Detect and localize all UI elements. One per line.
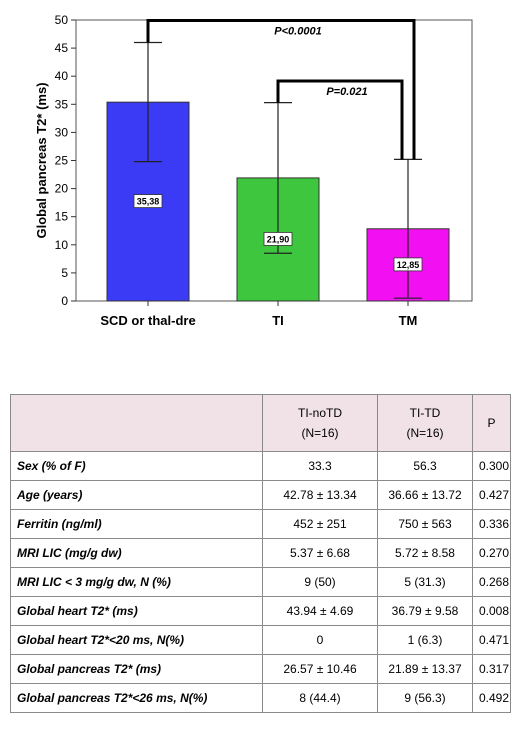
header-ti-td-name: TI-TD <box>409 406 441 420</box>
data-label-2: 21,90 <box>267 234 290 244</box>
header-ti-notd-n: (N=16) <box>301 426 339 440</box>
table-row: Global pancreas T2* (ms) 26.57 ± 10.46 21.… <box>10 654 511 684</box>
y-tick-label: 40 <box>55 69 69 83</box>
cell-ti-td: 56.3 <box>377 451 473 481</box>
y-tick-label: 25 <box>55 154 69 168</box>
cell-ti-notd: 452 ± 251 <box>262 509 378 539</box>
y-tick-label: 10 <box>55 238 69 252</box>
cell-ti-td: 5.72 ± 8.58 <box>377 538 473 568</box>
header-ti-notd: TI-noTD (N=16) <box>262 394 378 452</box>
table-row: MRI LIC (mg/g dw) 5.37 ± 6.68 5.72 ± 8.58 0… <box>10 538 511 568</box>
cell-p-value: 0.270 <box>472 538 511 568</box>
table-header-row: TI-noTD (N=16) TI-TD (N=16) P <box>10 394 511 452</box>
header-p-label: P <box>487 416 496 430</box>
y-tick-label: 0 <box>61 294 68 308</box>
header-ti-td: TI-TD (N=16) <box>377 394 473 452</box>
header-blank <box>10 394 263 452</box>
cell-ti-td: 1 (6.3) <box>377 625 473 655</box>
cell-ti-notd: 0 <box>262 625 378 655</box>
cell-p-value: 0.336 <box>472 509 511 539</box>
category-label-3: TM <box>399 313 418 328</box>
table-row: MRI LIC < 3 mg/g dw, N (%) 9 (50) 5 (31.3)… <box>10 567 511 597</box>
cell-p-value: 0.300 <box>472 451 511 481</box>
table-row: Global heart T2* (ms) 43.94 ± 4.69 36.79 ±… <box>10 596 511 626</box>
cell-ti-notd: 5.37 ± 6.68 <box>262 538 378 568</box>
header-ti-td-n: (N=16) <box>406 426 444 440</box>
chart-svg: 0 5 10 15 20 25 30 35 40 45 50 Global pancreas T2* … <box>34 13 473 328</box>
cell-p-value: 0.317 <box>472 654 511 684</box>
cell-ti-notd: 43.94 ± 4.69 <box>262 596 378 626</box>
table-row: Ferritin (ng/ml) 452 ± 251 750 ± 563 0.336 <box>10 509 511 539</box>
row-label: MRI LIC < 3 mg/g dw, N (%) <box>10 567 263 597</box>
y-tick-label: 35 <box>55 97 69 111</box>
y-axis-label: Global pancreas T2* (ms) <box>34 82 49 238</box>
row-label: MRI LIC (mg/g dw) <box>10 538 263 568</box>
cell-ti-td: 5 (31.3) <box>377 567 473 597</box>
row-label: Sex (% of F) <box>10 451 263 481</box>
row-label: Global pancreas T2* (ms) <box>10 654 263 684</box>
cell-p-value: 0.492 <box>472 683 511 713</box>
table-row: Age (years) 42.78 ± 13.34 36.66 ± 13.72 0.4… <box>10 480 511 510</box>
cell-ti-notd: 9 (50) <box>262 567 378 597</box>
cell-p-value: 0.268 <box>472 567 511 597</box>
category-label-1: SCD or thal-dre <box>100 313 195 328</box>
cell-ti-td: 36.66 ± 13.72 <box>377 480 473 510</box>
row-label: Age (years) <box>10 480 263 510</box>
significance-bracket-1 <box>146 19 416 160</box>
cell-p-value: 0.427 <box>472 480 511 510</box>
data-label-1: 35,38 <box>137 197 160 207</box>
cell-ti-notd: 8 (44.4) <box>262 683 378 713</box>
cell-ti-notd: 26.57 ± 10.46 <box>262 654 378 684</box>
p-value-annotation-2: P=0.021 <box>326 86 367 98</box>
comparison-table: TI-noTD (N=16) TI-TD (N=16) P Sex (% of … <box>10 394 511 713</box>
cell-ti-td: 21.89 ± 13.37 <box>377 654 473 684</box>
data-label-box-2 <box>263 232 293 246</box>
cell-p-value: 0.471 <box>472 625 511 655</box>
cell-ti-notd: 42.78 ± 13.34 <box>262 480 378 510</box>
data-label-box-3 <box>393 257 423 272</box>
p-value-annotation-1: P<0.0001 <box>274 26 321 38</box>
row-label: Global pancreas T2*<26 ms, N(%) <box>10 683 263 713</box>
y-tick-label: 30 <box>55 125 69 139</box>
header-ti-notd-name: TI-noTD <box>297 406 342 420</box>
y-tick-label: 50 <box>55 13 69 27</box>
row-label: Global heart T2*<20 ms, N(%) <box>10 625 263 655</box>
table-row: Global pancreas T2*<26 ms, N(%) 8 (44.4) 9… <box>10 683 511 713</box>
header-p: P <box>472 394 511 452</box>
cell-ti-td: 9 (56.3) <box>377 683 473 713</box>
cell-ti-td: 36.79 ± 9.58 <box>377 596 473 626</box>
y-tick-label: 45 <box>55 41 69 55</box>
comparison-table-container: TI-noTD (N=16) TI-TD (N=16) P Sex (% of … <box>10 394 511 713</box>
cell-ti-td: 750 ± 563 <box>377 509 473 539</box>
significance-bracket-2 <box>276 79 404 160</box>
table-row: Global heart T2*<20 ms, N(%) 0 1 (6.3) 0.47… <box>10 625 511 655</box>
row-label: Ferritin (ng/ml) <box>10 509 263 539</box>
data-label-3: 12,85 <box>397 260 420 270</box>
cell-p-value: 0.008 <box>472 596 511 626</box>
bar-chart: 0 5 10 15 20 25 30 35 40 45 50 Global pancreas T2* … <box>0 0 520 340</box>
y-tick-label: 15 <box>55 210 69 224</box>
y-tick-label: 5 <box>61 266 68 280</box>
y-tick-label: 20 <box>55 182 69 196</box>
table-body: Sex (% of F) 33.3 56.3 0.300 Age (years) 42.7… <box>10 451 511 713</box>
category-label-2: TI <box>272 313 284 328</box>
row-label: Global heart T2* (ms) <box>10 596 263 626</box>
data-label-box-1 <box>133 194 163 208</box>
cell-ti-notd: 33.3 <box>262 451 378 481</box>
table-row: Sex (% of F) 33.3 56.3 0.300 <box>10 451 511 481</box>
